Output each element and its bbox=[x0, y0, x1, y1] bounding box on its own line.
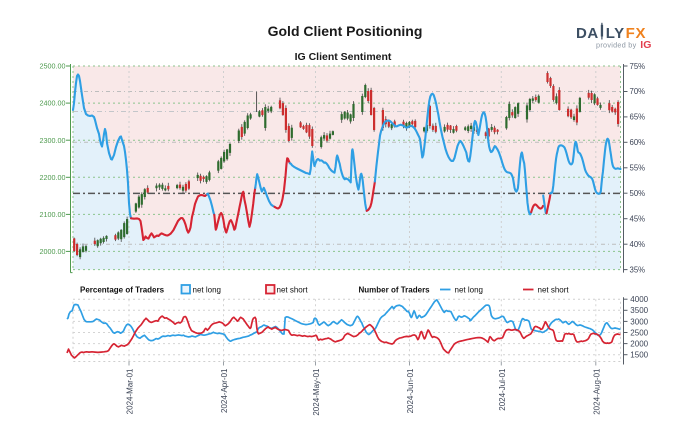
svg-text:net short: net short bbox=[538, 285, 570, 294]
svg-text:2024-May-01: 2024-May-01 bbox=[312, 368, 321, 416]
svg-text:net short: net short bbox=[277, 285, 309, 294]
svg-text:2024-Aug-01: 2024-Aug-01 bbox=[592, 368, 601, 415]
svg-text:2100.00: 2100.00 bbox=[40, 210, 66, 219]
svg-text:50%: 50% bbox=[630, 189, 646, 198]
svg-text:2024-Jul-01: 2024-Jul-01 bbox=[498, 368, 507, 411]
svg-text:2500.00: 2500.00 bbox=[40, 62, 66, 71]
svg-text:55%: 55% bbox=[630, 164, 646, 173]
svg-text:FX: FX bbox=[626, 25, 647, 42]
svg-text:2200.00: 2200.00 bbox=[40, 173, 66, 182]
svg-text:2024-Apr-01: 2024-Apr-01 bbox=[220, 368, 229, 413]
svg-text:1500: 1500 bbox=[630, 351, 648, 360]
svg-text:35%: 35% bbox=[630, 265, 646, 274]
svg-text:provided by: provided by bbox=[596, 41, 637, 50]
svg-text:2000: 2000 bbox=[630, 340, 648, 349]
svg-text:2024-Jun-01: 2024-Jun-01 bbox=[406, 368, 415, 413]
svg-text:4000: 4000 bbox=[630, 295, 648, 304]
svg-text:DA: DA bbox=[576, 25, 599, 42]
svg-text:2300.00: 2300.00 bbox=[40, 136, 66, 145]
svg-text:3500: 3500 bbox=[630, 306, 648, 315]
svg-text:net long: net long bbox=[455, 285, 483, 294]
svg-text:2400.00: 2400.00 bbox=[40, 99, 66, 108]
svg-text:Percentage of Traders: Percentage of Traders bbox=[80, 285, 165, 294]
svg-text:60%: 60% bbox=[630, 138, 646, 147]
svg-text:IG: IG bbox=[640, 39, 651, 51]
svg-text:Gold Client Positioning: Gold Client Positioning bbox=[268, 23, 423, 39]
svg-text:45%: 45% bbox=[630, 215, 646, 224]
svg-text:3000: 3000 bbox=[630, 317, 648, 326]
svg-text:Number of Traders: Number of Traders bbox=[359, 285, 431, 294]
svg-text:2500: 2500 bbox=[630, 328, 648, 337]
svg-text:2024-Mar-01: 2024-Mar-01 bbox=[126, 368, 135, 414]
svg-text:LY: LY bbox=[606, 25, 625, 42]
svg-text:70%: 70% bbox=[630, 87, 646, 96]
svg-text:65%: 65% bbox=[630, 113, 646, 122]
svg-text:40%: 40% bbox=[630, 240, 646, 249]
svg-text:75%: 75% bbox=[630, 62, 646, 71]
svg-text:net long: net long bbox=[193, 285, 221, 294]
svg-text:IG Client Sentiment: IG Client Sentiment bbox=[295, 51, 392, 63]
svg-text:2000.00: 2000.00 bbox=[40, 247, 66, 256]
